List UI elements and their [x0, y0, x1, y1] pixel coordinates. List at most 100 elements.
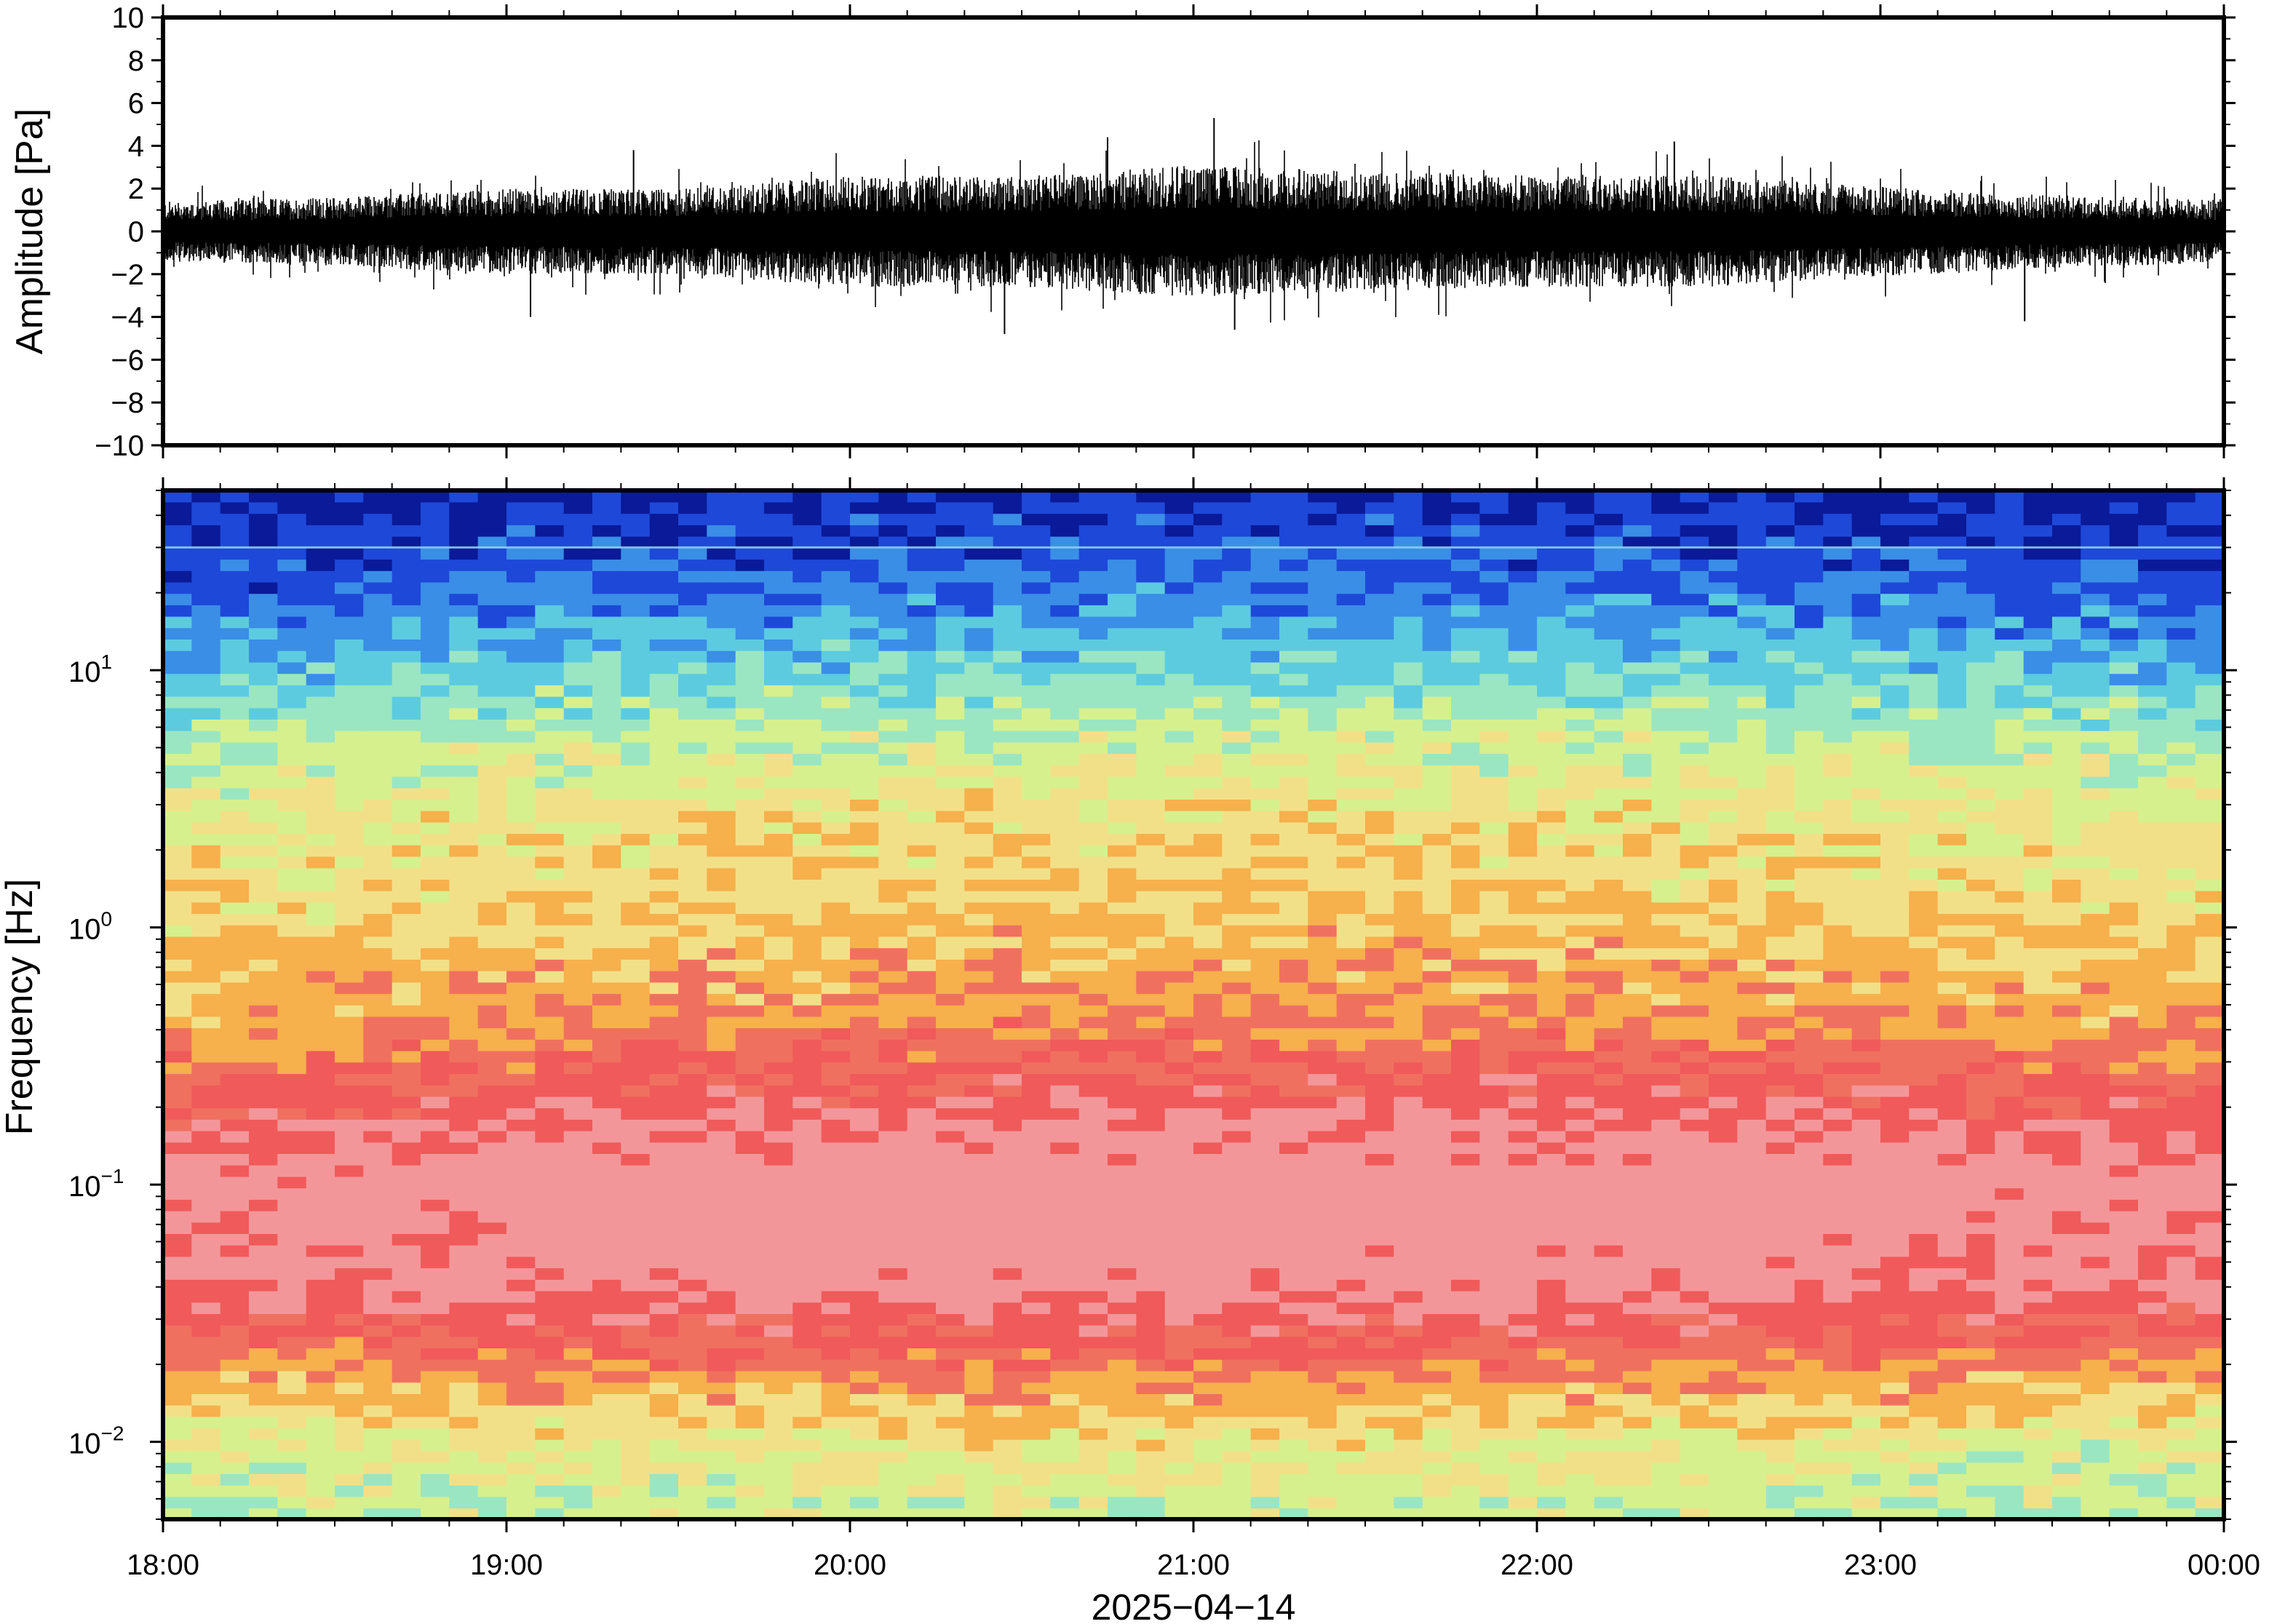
spectrogram-cell — [506, 787, 536, 800]
spectrogram-cell — [821, 639, 851, 651]
spectrogram-cell — [191, 947, 221, 960]
spectrogram-cell — [1594, 947, 1624, 960]
spectrogram-cell — [592, 833, 622, 845]
spectrogram-cell — [506, 1107, 536, 1120]
spectrogram-cell — [735, 1085, 765, 1097]
spectrogram-cell — [907, 776, 937, 789]
spectrogram-cell — [220, 1210, 250, 1223]
spectrogram-cell — [392, 1199, 421, 1211]
spectrogram-cell — [621, 1302, 651, 1314]
spectrogram-cell — [1222, 605, 1252, 617]
spectrogram-cell — [1136, 501, 1166, 514]
spectrogram-cell — [1680, 559, 1709, 571]
spectrogram-cell — [363, 845, 393, 857]
spectrogram-cell — [1394, 593, 1423, 605]
spectrogram-cell — [1050, 1359, 1080, 1372]
spectrogram-cell — [936, 1027, 966, 1040]
spectrogram-cell — [392, 1462, 421, 1474]
spectrogram-cell — [477, 799, 507, 811]
spectrogram-cell — [1479, 1473, 1509, 1486]
spectrogram-cell — [764, 719, 794, 731]
spectrogram-cell — [535, 1382, 565, 1394]
spectrogram-cell — [1508, 536, 1538, 549]
spectrogram-cell — [850, 845, 880, 857]
spectrogram-cell — [1422, 559, 1452, 571]
spectrogram-cell — [1050, 741, 1080, 755]
spectrogram-cell — [621, 490, 651, 503]
spectrogram-cell — [1537, 1256, 1567, 1269]
spectrogram-cell — [535, 513, 565, 525]
spectrogram-cell — [592, 1244, 622, 1257]
spectrogram-cell — [392, 570, 421, 583]
spectrogram-cell — [1078, 559, 1108, 571]
spectrogram-cell — [878, 1256, 908, 1269]
spectrogram-cell — [1308, 627, 1338, 640]
spectrogram-cell — [1164, 1119, 1194, 1131]
spectrogram-cell — [1623, 661, 1653, 674]
spectrogram-cell — [277, 1187, 307, 1200]
spectrogram-cell — [163, 1039, 193, 1051]
spectrogram-cell — [163, 1233, 193, 1246]
spectrogram-cell — [220, 1142, 250, 1154]
spectrogram-cell — [1565, 627, 1595, 640]
spectrogram-cell — [707, 1222, 736, 1234]
spectrogram-cell — [306, 627, 335, 640]
spectrogram-cell — [1136, 696, 1166, 709]
spectrogram-cell — [249, 1142, 279, 1154]
spectrogram-cell — [621, 501, 651, 514]
spectrogram-cell — [1222, 1382, 1252, 1394]
spectrogram-cell — [421, 1450, 450, 1463]
spectrogram-cell — [1136, 1210, 1166, 1223]
spectrogram-cell — [506, 799, 536, 811]
waveform-y-axis-title: Amplitude [Pa] — [9, 108, 51, 354]
spectrogram-cell — [1136, 993, 1166, 1006]
spectrogram-cell — [1108, 925, 1137, 937]
spectrogram-cell — [707, 993, 736, 1006]
spectrogram-cell — [707, 593, 736, 605]
spectrogram-cell — [1537, 913, 1567, 926]
spectrogram-cell — [1022, 1359, 1052, 1372]
spectrogram-cell — [1336, 605, 1366, 617]
spectrogram-cell — [335, 1290, 365, 1303]
spectrogram-cell — [1565, 730, 1595, 743]
spectrogram-cell — [993, 1073, 1022, 1086]
spectrogram-cell — [1594, 867, 1624, 880]
spectrogram-cell — [1680, 1005, 1709, 1017]
spectrogram-cell — [821, 890, 851, 903]
spectrogram-cell — [1422, 1244, 1452, 1257]
spectrogram-cell — [878, 593, 908, 605]
spectrogram-cell — [1537, 879, 1567, 891]
spectrogram-cell — [1508, 1016, 1538, 1029]
spectrogram-cell — [1279, 993, 1309, 1006]
spectrogram-cell — [563, 1324, 593, 1337]
spectrogram-cell — [306, 501, 335, 514]
spectrogram-cell — [1050, 1244, 1080, 1257]
spectrogram-cell — [1136, 901, 1166, 915]
spectrogram-cell — [506, 1290, 536, 1303]
spectrogram-cell — [993, 501, 1022, 514]
spectrogram-cell — [277, 661, 307, 674]
spectrogram-cell — [1022, 536, 1052, 549]
spectrogram-cell — [1308, 570, 1338, 583]
spectrogram-cell — [707, 936, 736, 949]
spectrogram-cell — [678, 616, 708, 629]
spectrogram-cell — [1623, 799, 1653, 811]
spectrogram-cell — [535, 559, 565, 571]
spectrogram-cell — [1050, 1324, 1080, 1337]
spectrogram-cell — [477, 1450, 507, 1463]
spectrogram-cell — [506, 1404, 536, 1417]
spectrogram-cell — [220, 1313, 250, 1326]
spectrogram-cell — [1193, 1404, 1223, 1417]
spectrogram-cell — [1680, 1222, 1709, 1234]
spectrogram-cell — [1050, 513, 1080, 525]
spectrogram-cell — [1651, 1313, 1681, 1326]
spectrogram-cell — [1651, 1210, 1681, 1223]
spectrogram-cell — [936, 753, 966, 765]
spectrogram-cell — [936, 525, 966, 537]
spectrogram-cell — [535, 765, 565, 777]
spectrogram-cell — [1594, 513, 1624, 525]
spectrogram-cell — [563, 581, 593, 594]
spectrogram-cell — [1680, 890, 1709, 903]
spectrogram-cell — [363, 1496, 393, 1509]
spectrogram-cell — [1594, 1279, 1624, 1291]
